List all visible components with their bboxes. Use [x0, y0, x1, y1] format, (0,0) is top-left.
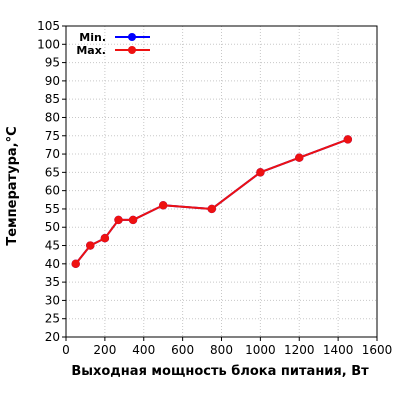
y-axis: 20 25 30 35 40 45 50 55 60 65 70 75 80 85 90 95 100 105 [37, 19, 66, 344]
y-tick-label: 20 [45, 330, 60, 344]
legend-label: Min. [79, 31, 106, 44]
data-point [114, 215, 123, 225]
y-tick-label: 30 [45, 293, 60, 307]
data-point [343, 135, 353, 144]
y-tick-label: 70 [45, 147, 60, 161]
series-layer [71, 135, 353, 269]
data-point [158, 201, 168, 210]
series-line [74, 138, 349, 265]
x-axis: 0 200 400 600 800 1000 1200 1400 1600 [62, 337, 392, 357]
x-tick-label: 1400 [323, 343, 354, 357]
y-tick-label: 105 [37, 19, 60, 33]
x-tick-label: 1000 [245, 343, 276, 357]
y-tick-label: 100 [37, 37, 60, 51]
y-tick-label: 60 [45, 184, 60, 198]
x-axis-title: Выходная мощность блока питания, Вт [71, 364, 369, 379]
data-point [256, 168, 265, 177]
y-tick-label: 85 [45, 92, 60, 106]
legend-marker [128, 33, 136, 41]
y-tick-label: 50 [45, 220, 60, 234]
y-axis-title: Температура,°C [5, 126, 20, 245]
grid [65, 25, 378, 338]
y-tick-label: 90 [45, 74, 60, 88]
y-tick-label: 45 [45, 239, 60, 253]
x-tick-label: 600 [171, 343, 194, 357]
y-tick-label: 55 [45, 202, 60, 216]
data-point [128, 215, 138, 225]
y-tick-label: 95 [45, 56, 60, 70]
x-tick-label: 0 [62, 343, 70, 357]
x-tick-label: 1600 [362, 343, 393, 357]
series-1 [71, 135, 353, 269]
data-point [207, 204, 216, 214]
data-point [295, 153, 304, 162]
legend-marker [128, 46, 136, 54]
series-line [74, 138, 349, 265]
data-point [86, 241, 95, 250]
legend-label: Max. [76, 44, 106, 57]
y-tick-label: 80 [45, 110, 60, 124]
y-tick-label: 75 [45, 129, 60, 143]
y-tick-label: 25 [45, 312, 60, 326]
legend: Min.Max. [76, 31, 150, 57]
x-tick-label: 400 [132, 343, 155, 357]
x-tick-label: 1200 [284, 343, 315, 357]
data-point [71, 259, 80, 269]
x-tick-label: 200 [93, 343, 116, 357]
data-point [100, 234, 110, 243]
y-tick-label: 35 [45, 275, 60, 289]
y-tick-label: 40 [45, 257, 60, 271]
series-2 [71, 135, 353, 269]
y-tick-label: 65 [45, 165, 60, 179]
x-tick-label: 800 [210, 343, 233, 357]
